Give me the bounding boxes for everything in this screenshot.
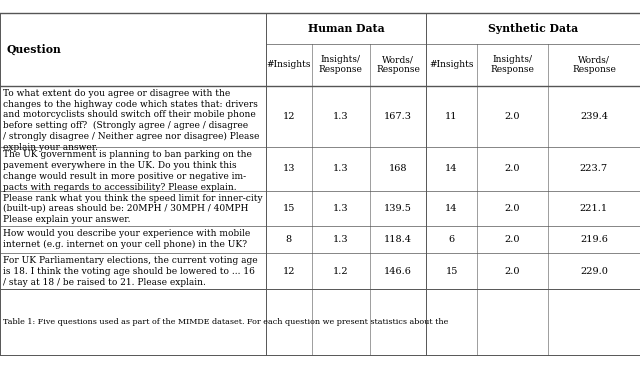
- Text: Please rank what you think the speed limit for inner-city
(built-up) areas shoul: Please rank what you think the speed lim…: [3, 194, 263, 224]
- Text: 2.0: 2.0: [504, 203, 520, 213]
- Text: For UK Parliamentary elections, the current voting age
is 18. I think the voting: For UK Parliamentary elections, the curr…: [3, 256, 258, 287]
- Text: #Insights: #Insights: [266, 60, 311, 69]
- Text: 167.3: 167.3: [384, 112, 412, 121]
- Text: Insights/
Response: Insights/ Response: [490, 55, 534, 74]
- Text: 221.1: 221.1: [580, 203, 608, 213]
- Text: 15: 15: [282, 203, 295, 213]
- Text: 146.6: 146.6: [384, 267, 412, 275]
- Text: Words/
Response: Words/ Response: [572, 55, 616, 74]
- Text: How would you describe your experience with mobile
internet (e.g. internet on yo: How would you describe your experience w…: [3, 229, 250, 248]
- Text: 14: 14: [445, 165, 458, 173]
- Text: 1.3: 1.3: [333, 112, 349, 121]
- Text: 11: 11: [445, 112, 458, 121]
- Text: Insights/
Response: Insights/ Response: [319, 55, 363, 74]
- Text: 239.4: 239.4: [580, 112, 608, 121]
- Text: 2.0: 2.0: [504, 165, 520, 173]
- Text: Table 1: Five questions used as part of the MIMDE dataset. For each question we : Table 1: Five questions used as part of …: [3, 318, 449, 326]
- Text: 8: 8: [285, 235, 292, 244]
- Text: 229.0: 229.0: [580, 267, 608, 275]
- Text: 1.3: 1.3: [333, 165, 349, 173]
- Text: 12: 12: [282, 112, 295, 121]
- Text: 2.0: 2.0: [504, 112, 520, 121]
- Text: 118.4: 118.4: [384, 235, 412, 244]
- Text: 1.3: 1.3: [333, 203, 349, 213]
- Text: #Insights: #Insights: [429, 60, 474, 69]
- Text: The UK government is planning to ban parking on the
pavement everywhere in the U: The UK government is planning to ban par…: [3, 150, 252, 192]
- Text: Synthetic Data: Synthetic Data: [488, 23, 578, 34]
- Text: Question: Question: [6, 44, 61, 55]
- Text: 2.0: 2.0: [504, 235, 520, 244]
- Text: 13: 13: [282, 165, 295, 173]
- Text: 14: 14: [445, 203, 458, 213]
- Text: 6: 6: [449, 235, 454, 244]
- Text: Words/
Response: Words/ Response: [376, 55, 420, 74]
- Text: 2.0: 2.0: [504, 267, 520, 275]
- Text: 168: 168: [389, 165, 407, 173]
- Text: Human Data: Human Data: [308, 23, 384, 34]
- Text: 12: 12: [282, 267, 295, 275]
- Text: 219.6: 219.6: [580, 235, 608, 244]
- Text: To what extent do you agree or disagree with the
changes to the highway code whi: To what extent do you agree or disagree …: [3, 89, 260, 152]
- Text: 15: 15: [445, 267, 458, 275]
- Text: 223.7: 223.7: [580, 165, 608, 173]
- Text: 1.2: 1.2: [333, 267, 349, 275]
- Text: 139.5: 139.5: [384, 203, 412, 213]
- Text: 1.3: 1.3: [333, 235, 349, 244]
